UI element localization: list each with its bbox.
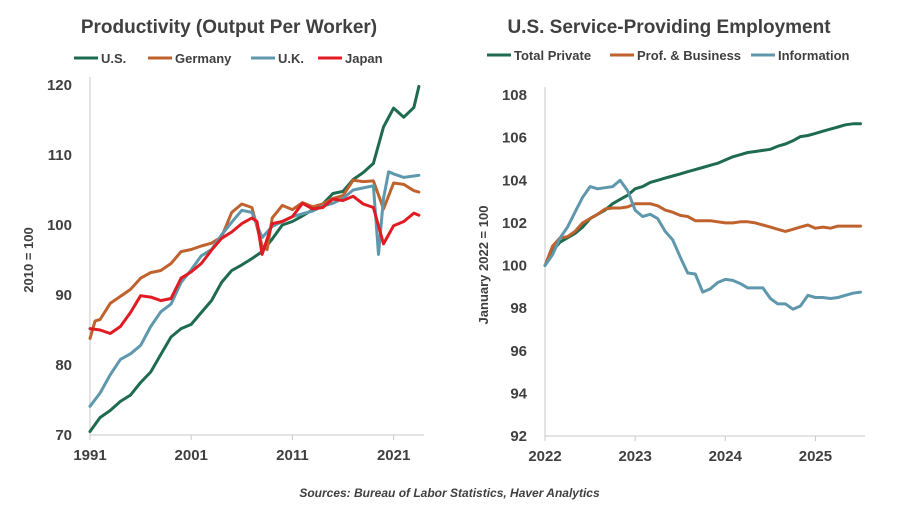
chart-title: Productivity (Output Per Worker) <box>81 17 377 38</box>
productivity-chart: Productivity (Output Per Worker) U.S. Ger… <box>21 17 424 464</box>
y-tick-label: 80 <box>55 357 72 374</box>
x-tick-label: 2025 <box>799 448 832 465</box>
x-tick-label: 2022 <box>528 448 561 465</box>
x-tick-label: 2024 <box>709 448 743 465</box>
x-tick-label: 1991 <box>73 447 106 464</box>
legend-label: Germany <box>175 51 232 66</box>
series-line-information <box>543 178 862 311</box>
y-tick-label: 90 <box>55 287 72 304</box>
y-tick-label: 70 <box>55 427 72 444</box>
y-tick-label: 110 <box>48 147 72 164</box>
axes: 70 80 90 100 110 120 1991 2001 2011 2021 <box>47 77 424 464</box>
legend-label: Japan <box>345 51 383 66</box>
y-axis-label: January 2022 = 100 <box>476 206 491 325</box>
x-tick-label: 2023 <box>618 448 651 465</box>
chart-title: U.S. Service-Providing Employment <box>507 17 831 38</box>
series-line-u-k- <box>88 170 421 408</box>
axes: 92 94 96 98 100 102 104 106 108 2022 2023 2024 2025 <box>502 87 865 465</box>
y-tick-label: 100 <box>502 258 527 275</box>
x-tick-label: 2001 <box>175 447 208 464</box>
y-tick-label: 96 <box>510 343 527 360</box>
legend-label: Information <box>778 48 850 63</box>
y-tick-label: 98 <box>510 300 527 317</box>
y-axis-label: 2010 = 100 <box>21 227 36 292</box>
legend: Total Private Prof. & Business Information <box>487 48 850 63</box>
legend-label: U.K. <box>278 51 304 66</box>
x-tick-label: 2011 <box>276 447 309 464</box>
y-tick-label: 102 <box>502 215 527 232</box>
y-tick-label: 104 <box>502 172 528 189</box>
source-note: Sources: Bureau of Labor Statistics, Hav… <box>299 486 600 500</box>
employment-chart: U.S. Service-Providing Employment Total … <box>476 17 865 465</box>
legend-label: Total Private <box>514 48 591 63</box>
legend: U.S. Germany U.K. Japan <box>74 51 383 66</box>
series-group <box>88 84 421 433</box>
y-tick-label: 106 <box>502 130 527 147</box>
series-line-germany <box>88 178 421 340</box>
legend-label: Prof. & Business <box>637 48 741 63</box>
y-tick-label: 94 <box>510 385 527 402</box>
series-line-total-private <box>543 122 862 267</box>
y-tick-label: 108 <box>502 87 527 104</box>
x-tick-label: 2021 <box>377 447 410 464</box>
legend-label: U.S. <box>101 51 126 66</box>
series-line-prof-business <box>543 202 862 267</box>
series-line-u-s- <box>88 84 421 433</box>
y-tick-label: 92 <box>510 428 527 445</box>
y-tick-label: 120 <box>47 77 72 94</box>
y-tick-label: 100 <box>47 217 72 234</box>
series-group <box>543 122 862 311</box>
